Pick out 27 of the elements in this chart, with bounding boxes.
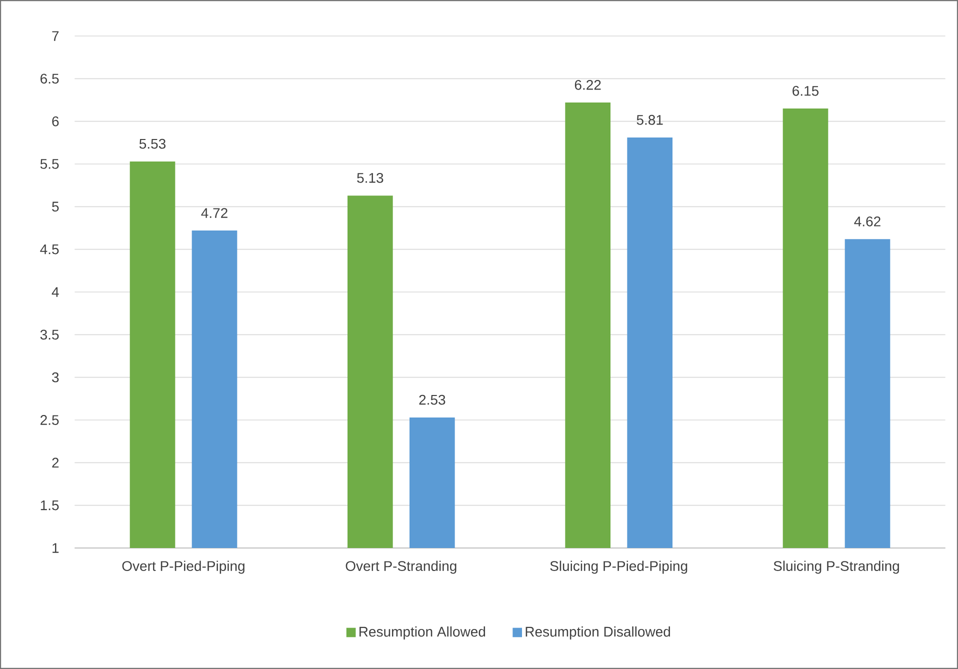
y-tick-label: 4 (52, 287, 59, 297)
legend-label: Resumption Allowed (360, 626, 486, 640)
x-tick-label: Sluicing P-Stranding (774, 560, 899, 574)
data-label: 4.62 (854, 216, 880, 226)
y-tick-label: 6.5 (40, 74, 59, 84)
y-tick-label: 4.5 (40, 244, 59, 254)
data-label: 5.53 (139, 138, 166, 149)
data-label: 5.81 (636, 114, 663, 125)
data-label: 5.13 (357, 172, 384, 183)
legend-label: Resumption Disallowed (526, 626, 670, 640)
y-tick-label: 1 (52, 543, 59, 553)
x-tick-label: Overt P-Stranding (346, 560, 456, 574)
x-tick-label: Sluicing P-Pied-Piping (550, 560, 688, 574)
y-tick-label: 6 (52, 116, 59, 126)
y-tick-label: 3.5 (40, 330, 59, 340)
data-label: 6.15 (792, 86, 819, 96)
y-tick-label: 2.5 (40, 415, 59, 425)
y-tick-label: 3 (52, 372, 59, 382)
x-tick-label: Overt P-Pied-Piping (122, 560, 244, 574)
y-tick-label: 5 (52, 202, 59, 212)
y-tick-label: 1.5 (40, 500, 59, 510)
data-label: 4.72 (201, 208, 228, 218)
y-tick-label: 5.5 (40, 159, 59, 169)
y-tick-label: 7 (52, 31, 59, 41)
data-label: 2.53 (419, 394, 446, 405)
y-tick-label: 2 (52, 458, 59, 468)
data-label: 6.22 (574, 80, 601, 90)
